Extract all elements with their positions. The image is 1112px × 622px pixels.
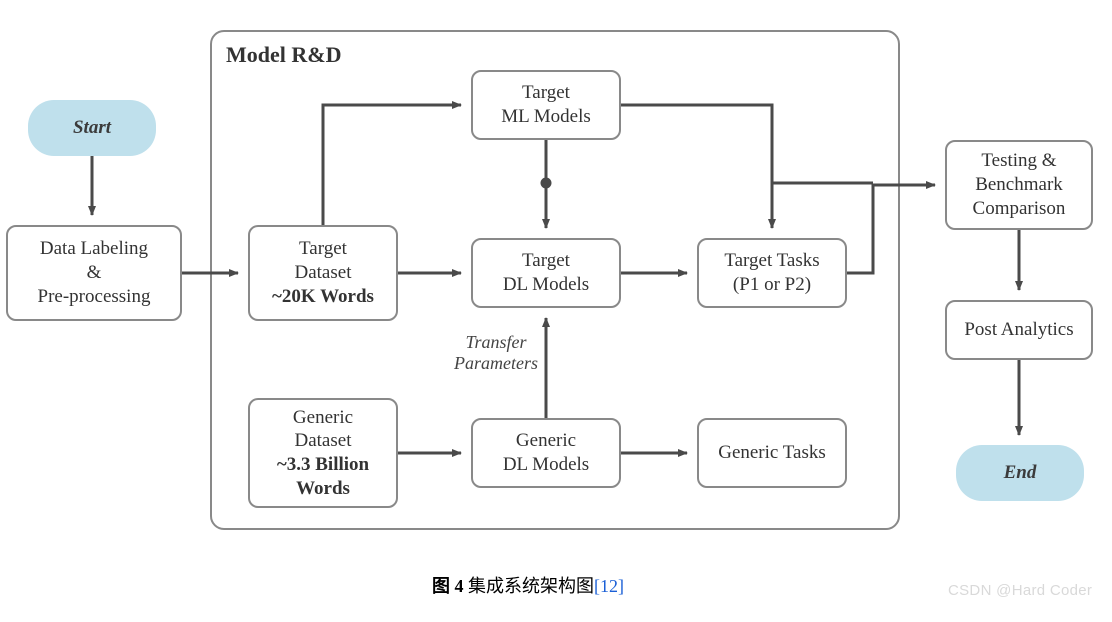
node-tgt_dl: TargetDL Models xyxy=(471,238,621,308)
figure-caption: 图 4 集成系统架构图[12] xyxy=(432,572,624,598)
node-tgt_tasks: Target Tasks(P1 or P2) xyxy=(697,238,847,308)
node-preproc: Data Labeling&Pre-processing xyxy=(6,225,182,321)
node-tgt_ml: TargetML Models xyxy=(471,70,621,140)
diagram-canvas: Model R&D Start Data Labeling&Pre-process… xyxy=(0,0,1112,622)
transfer-parameters-label: TransferParameters xyxy=(454,332,538,373)
node-tgt_dataset: TargetDataset~20K Words xyxy=(248,225,398,321)
caption-prefix: 图 4 xyxy=(432,576,464,596)
model-rd-title: Model R&D xyxy=(226,42,341,68)
node-post: Post Analytics xyxy=(945,300,1093,360)
node-start: Start xyxy=(28,100,156,156)
watermark: CSDN @Hard Coder xyxy=(948,582,1092,599)
node-gen_tasks: Generic Tasks xyxy=(697,418,847,488)
node-gen_dl: GenericDL Models xyxy=(471,418,621,488)
node-gen_dataset: GenericDataset~3.3 BillionWords xyxy=(248,398,398,508)
caption-ref: [12] xyxy=(594,576,624,596)
node-end: End xyxy=(956,445,1084,501)
caption-text: 集成系统架构图 xyxy=(464,576,595,596)
node-testing: Testing &BenchmarkComparison xyxy=(945,140,1093,230)
